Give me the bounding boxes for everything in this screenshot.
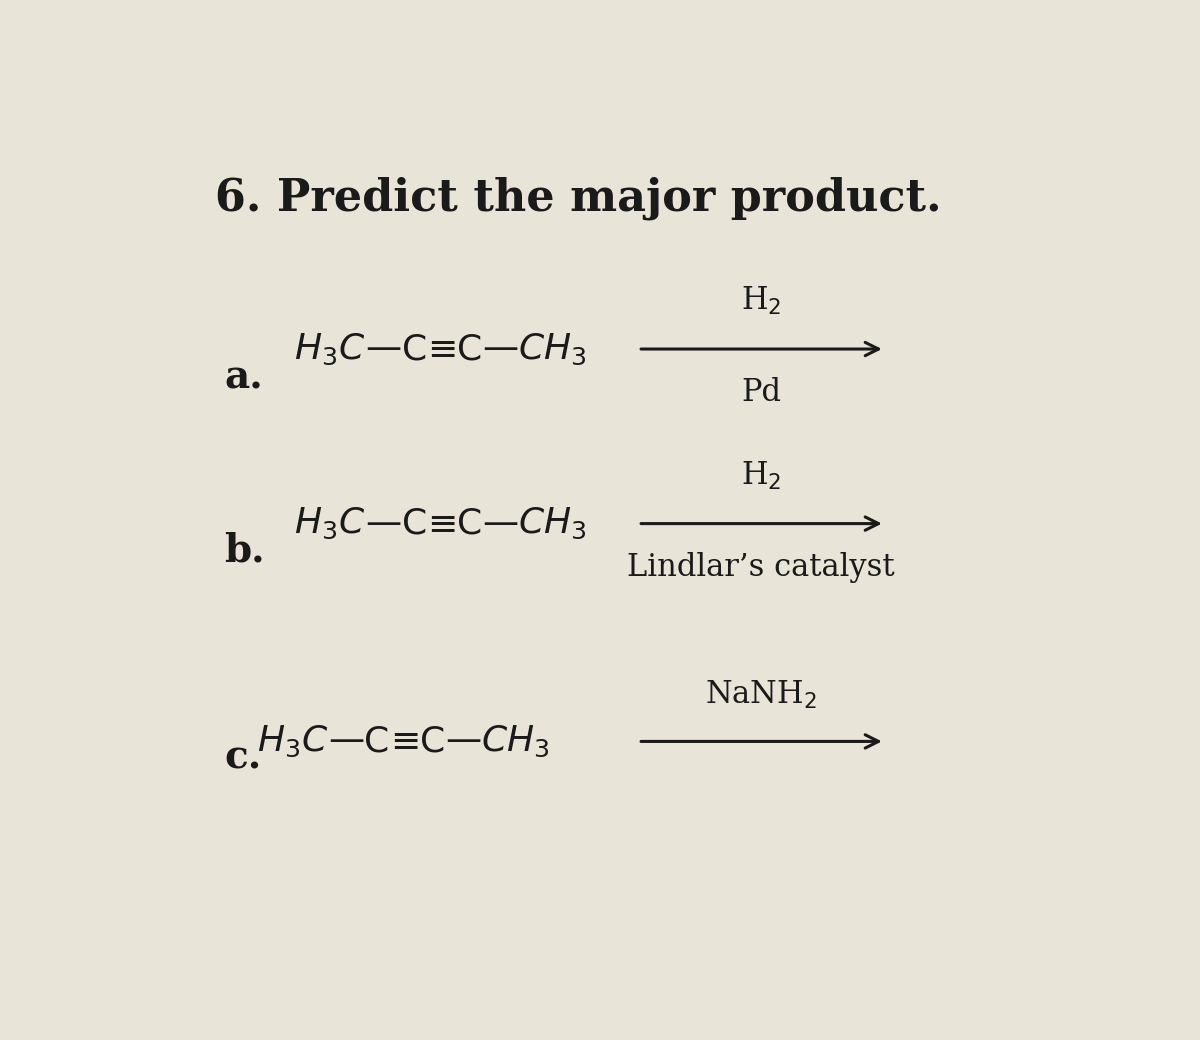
Text: C: C [420, 725, 445, 758]
Text: H$_2$: H$_2$ [740, 285, 781, 317]
Text: b.: b. [224, 531, 265, 570]
Text: c.: c. [224, 738, 262, 777]
Text: $CH_3$: $CH_3$ [481, 724, 550, 759]
Text: —: — [445, 725, 481, 758]
Text: Pd: Pd [742, 378, 781, 408]
Text: —: — [482, 506, 518, 541]
Text: —: — [329, 725, 365, 758]
Text: ≡: ≡ [427, 506, 457, 541]
Text: $H_3C$: $H_3C$ [257, 724, 329, 759]
Text: 6. Predict the major product.: 6. Predict the major product. [215, 177, 942, 220]
Text: ≡: ≡ [427, 332, 457, 366]
Text: C: C [365, 725, 390, 758]
Text: a.: a. [224, 358, 263, 396]
Text: C: C [402, 332, 427, 366]
Text: —: — [482, 332, 518, 366]
Text: $H_3C$: $H_3C$ [294, 505, 366, 541]
Text: $H_3C$: $H_3C$ [294, 332, 366, 367]
Text: —: — [366, 332, 402, 366]
Text: $CH_3$: $CH_3$ [518, 332, 587, 367]
Text: $CH_3$: $CH_3$ [518, 505, 587, 541]
Text: C: C [457, 506, 482, 541]
Text: ≡: ≡ [390, 725, 420, 758]
Text: C: C [457, 332, 482, 366]
Text: H$_2$: H$_2$ [740, 460, 781, 492]
Text: NaNH$_2$: NaNH$_2$ [706, 679, 817, 711]
Text: —: — [366, 506, 402, 541]
Text: Lindlar’s catalyst: Lindlar’s catalyst [628, 552, 895, 583]
Text: C: C [402, 506, 427, 541]
